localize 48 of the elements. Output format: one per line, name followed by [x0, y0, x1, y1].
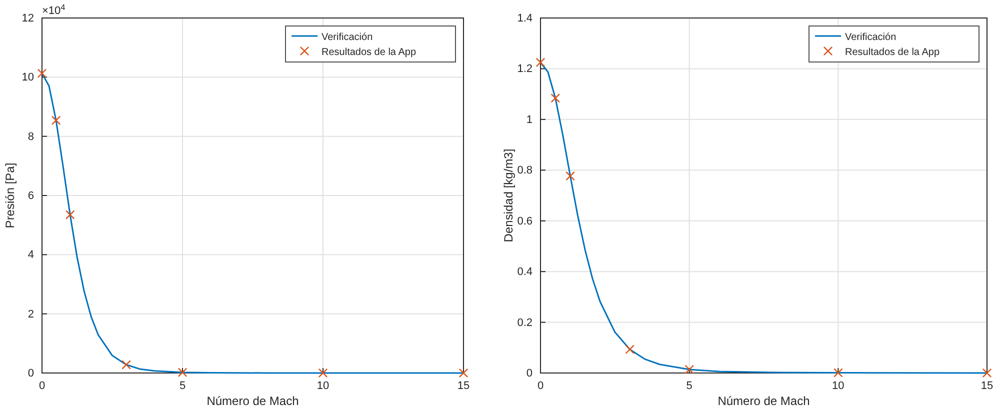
legend-label: Resultados de la App — [322, 47, 416, 58]
y-tick-label: 1 — [526, 114, 532, 126]
point — [318, 368, 328, 378]
y-axis-title: Presión [Pa] — [3, 162, 17, 228]
point — [625, 344, 634, 354]
y-tick-label: 0.8 — [517, 164, 532, 177]
x-tick-label: 10 — [316, 380, 330, 392]
legend-label: Verificación — [845, 32, 896, 43]
y-tick-label: 8 — [28, 130, 34, 143]
point — [684, 364, 694, 374]
y-tick-label: 1.2 — [517, 63, 532, 76]
point — [566, 171, 575, 181]
y-tick-label: 0 — [28, 368, 34, 380]
y-tick-label: 1.4 — [517, 12, 532, 25]
y-tick-label: 0.6 — [517, 215, 532, 228]
y-tick-label: 2 — [28, 308, 34, 320]
text: ×10$^{4}$ — [42, 2, 66, 17]
x-tick-label: 15 — [980, 380, 994, 392]
legend-label: Verificación — [322, 32, 373, 43]
point — [458, 368, 468, 378]
point — [37, 68, 47, 78]
point — [833, 368, 843, 378]
point — [122, 360, 131, 370]
point — [982, 368, 992, 378]
y-tick-label: 4 — [28, 249, 34, 262]
line-series — [41, 72, 464, 374]
y-tick-label: 12 — [22, 12, 34, 25]
x-tick-label: 0 — [38, 380, 46, 392]
y-axis-title: Densidad [kg/m3] — [502, 148, 516, 242]
x-tick-label: 0 — [537, 380, 544, 392]
y-tick-label: 0 — [526, 368, 532, 380]
y-tick-label: 0.2 — [517, 316, 532, 329]
point — [51, 116, 61, 126]
legend-label: Resultados de la App — [845, 47, 940, 58]
point — [178, 368, 188, 378]
x-tick-label: 5 — [179, 380, 186, 392]
y-tick-label: 10 — [22, 72, 34, 84]
x-tick-label: 10 — [832, 380, 844, 392]
x-axis-title: Número de Mach — [206, 394, 299, 408]
y-tick-label: 6 — [28, 190, 34, 202]
x-tick-label: 5 — [686, 380, 692, 392]
point — [550, 93, 560, 103]
line-series — [540, 62, 988, 374]
point — [65, 210, 75, 220]
y-tick-label: 0.4 — [517, 266, 532, 278]
x-axis-title: Número de Mach — [718, 394, 810, 408]
x-tick-label: 15 — [457, 380, 470, 392]
point — [536, 58, 546, 68]
